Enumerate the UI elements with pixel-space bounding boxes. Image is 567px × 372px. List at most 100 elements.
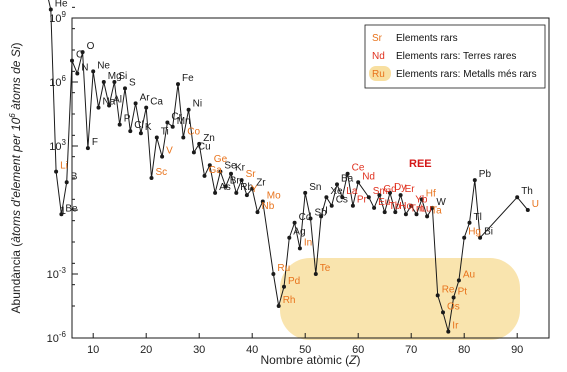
- point-ru: [271, 272, 276, 276]
- point-lu: [414, 212, 419, 217]
- label-in: In: [304, 237, 312, 248]
- y-tick-label: 103: [49, 138, 66, 153]
- label-ir: Ir: [452, 321, 459, 332]
- point-cu: [191, 150, 196, 155]
- label-xe: Xe: [330, 186, 343, 197]
- label-te: Te: [320, 263, 331, 274]
- point-re: [435, 293, 440, 298]
- label-cl: Cl: [134, 120, 143, 131]
- point-ne: [91, 69, 96, 74]
- label-rb: Rb: [240, 182, 253, 193]
- label-nb: Nb: [262, 201, 275, 212]
- x-axis-title: Nombre atòmic (Z): [260, 353, 360, 367]
- label-f: F: [92, 137, 98, 148]
- label-i: I: [325, 205, 328, 216]
- point-li: [54, 169, 59, 174]
- label-he: He: [55, 0, 68, 9]
- label-w: W: [436, 197, 446, 208]
- legend-symbol: Sr: [372, 33, 383, 44]
- label-co: Co: [187, 126, 200, 137]
- point-mn: [170, 124, 175, 129]
- rarest-metals-region: [280, 258, 520, 340]
- point-na: [96, 105, 101, 110]
- point-si: [112, 80, 117, 84]
- label-cs: Cs: [336, 195, 348, 206]
- label-hf: Hf: [426, 188, 436, 199]
- point-ba: [335, 182, 339, 187]
- point-y: [244, 193, 249, 198]
- point-eu: [372, 205, 377, 210]
- point-cl: [128, 129, 133, 134]
- x-tick-label: 30: [193, 344, 205, 356]
- point-nd: [356, 180, 361, 185]
- legend: Sr Elements rars Nd Elements rars: Terres r…: [364, 24, 546, 89]
- label-ba: Ba: [341, 173, 354, 184]
- axes: 10 20 30 40 50 60 70 80 90 109 106 103 1 10-3 10-6: [47, 6, 550, 356]
- label-ru: Ru: [277, 263, 290, 274]
- label-er: Er: [405, 184, 416, 195]
- y-tick-label: 10-3: [47, 266, 67, 281]
- point-xe: [324, 195, 329, 200]
- point-co: [181, 135, 186, 140]
- label-nd: Nd: [362, 171, 375, 182]
- label-s: S: [129, 77, 136, 88]
- label-pr: Pr: [357, 195, 368, 206]
- point-rh: [276, 304, 281, 308]
- point-hf: [419, 197, 424, 202]
- label-cr: Cr: [171, 112, 182, 123]
- label-ti: Ti: [161, 126, 169, 137]
- label-os: Os: [447, 301, 460, 312]
- point-th: [515, 195, 520, 200]
- point-fe: [176, 82, 180, 87]
- label-pd: Pd: [288, 276, 300, 287]
- label-mo: Mo: [267, 190, 281, 201]
- legend-symbol: Ru: [372, 69, 385, 80]
- label-na: Na: [103, 97, 116, 108]
- label-pb: Pb: [479, 169, 492, 180]
- x-tick-label: 50: [299, 344, 311, 356]
- label-gd: Gd: [383, 184, 396, 195]
- legend-symbol: Nd: [372, 51, 385, 62]
- point-se: [218, 169, 223, 174]
- point-tm: [403, 212, 408, 217]
- y-tick-label: 106: [49, 74, 66, 89]
- label-o: O: [87, 41, 95, 52]
- point-i: [319, 214, 324, 219]
- y-axis-title: Abundància (àtoms d'element per 106 àtom…: [8, 43, 23, 314]
- point-cs: [329, 203, 334, 208]
- point-pb: [472, 178, 477, 183]
- point-au: [456, 278, 461, 283]
- label-tm: Tm: [410, 203, 424, 214]
- point-zr: [250, 186, 255, 191]
- label-eu: Eu: [378, 197, 390, 208]
- point-pd: [282, 284, 286, 289]
- point-gd: [377, 193, 382, 198]
- x-tick-label: 80: [458, 344, 470, 356]
- label-ta: Ta: [431, 205, 442, 216]
- point-ir: [446, 329, 451, 334]
- point-w: [430, 205, 435, 210]
- label-fe: Fe: [182, 73, 194, 84]
- ree-annotation: REE: [409, 158, 432, 170]
- point-te: [313, 272, 318, 276]
- label-tl: Tl: [474, 212, 482, 223]
- point-os: [441, 310, 445, 315]
- point-ar: [133, 101, 138, 106]
- label-re: Re: [442, 284, 455, 295]
- x-tick-label: 60: [352, 344, 364, 356]
- point-k: [138, 131, 143, 136]
- label-k: K: [145, 122, 152, 133]
- point-dy: [388, 190, 392, 195]
- point-kr: [229, 171, 233, 176]
- point-yb: [409, 203, 414, 208]
- legend-entry: Elements rars: Metalls més rars: [396, 69, 537, 80]
- label-lu: Lu: [421, 203, 432, 214]
- label-ag: Ag: [293, 227, 305, 238]
- label-la: La: [346, 186, 358, 197]
- label-ga: Ga: [209, 165, 223, 176]
- point-zn: [197, 141, 202, 146]
- label-sr: Sr: [246, 169, 257, 180]
- label-rh: Rh: [283, 295, 296, 306]
- point-ta: [425, 214, 430, 219]
